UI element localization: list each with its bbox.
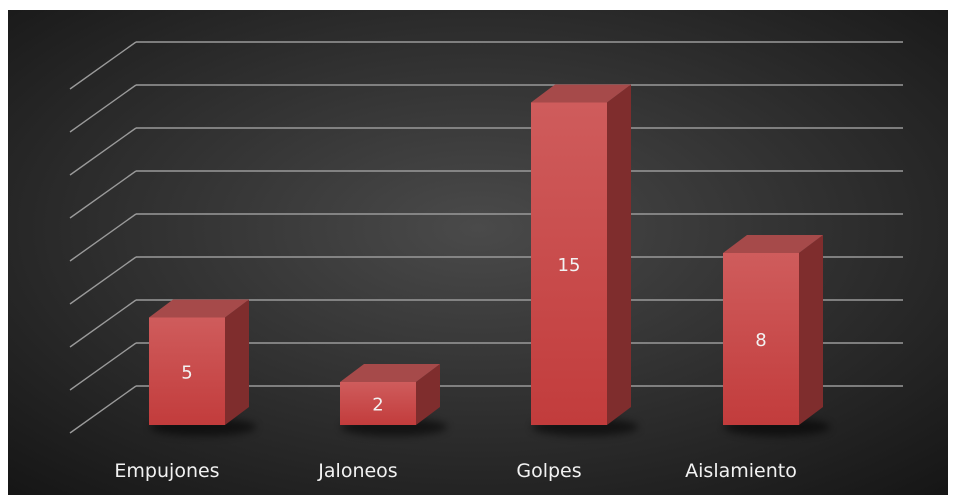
gridline-diagonal xyxy=(69,170,137,219)
gridline-diagonal xyxy=(69,213,137,262)
gridline-diagonal xyxy=(69,342,137,391)
category-label-golpes: Golpes xyxy=(516,460,581,482)
data-label-empujones: 5 xyxy=(181,362,192,383)
bar-top-golpes xyxy=(531,84,631,103)
bar-golpes xyxy=(531,102,607,425)
bars: 5 2 15 8 xyxy=(149,84,831,436)
bar-side-jaloneos xyxy=(416,364,440,425)
bar-side-golpes xyxy=(607,84,631,425)
gridline-diagonal xyxy=(69,127,137,176)
bar-empujones xyxy=(149,317,225,425)
gridline-diagonal xyxy=(69,41,137,90)
bar-side-aislamiento xyxy=(799,235,823,425)
gridline-diagonal xyxy=(69,385,137,434)
gridline-diagonal xyxy=(69,84,137,133)
category-labels: Empujones Jaloneos Golpes Aislamiento xyxy=(114,460,796,482)
bar-top-jaloneos xyxy=(340,364,440,382)
bar-side-empujones xyxy=(225,299,249,425)
data-label-jaloneos: 2 xyxy=(372,395,383,416)
category-label-aislamiento: Aislamiento xyxy=(685,460,797,482)
gridline-diagonal xyxy=(69,299,137,348)
bar-aislamiento xyxy=(723,253,799,425)
gridline-diagonal xyxy=(69,256,137,305)
bar-jaloneos xyxy=(340,382,416,425)
data-label-aislamiento: 8 xyxy=(755,330,766,351)
category-label-empujones: Empujones xyxy=(114,460,219,482)
category-label-jaloneos: Jaloneos xyxy=(317,460,397,482)
bar-top-aislamiento xyxy=(723,235,823,253)
data-label-golpes: 15 xyxy=(558,255,581,276)
bar-top-empujones xyxy=(149,299,249,318)
gridlines xyxy=(69,41,903,434)
